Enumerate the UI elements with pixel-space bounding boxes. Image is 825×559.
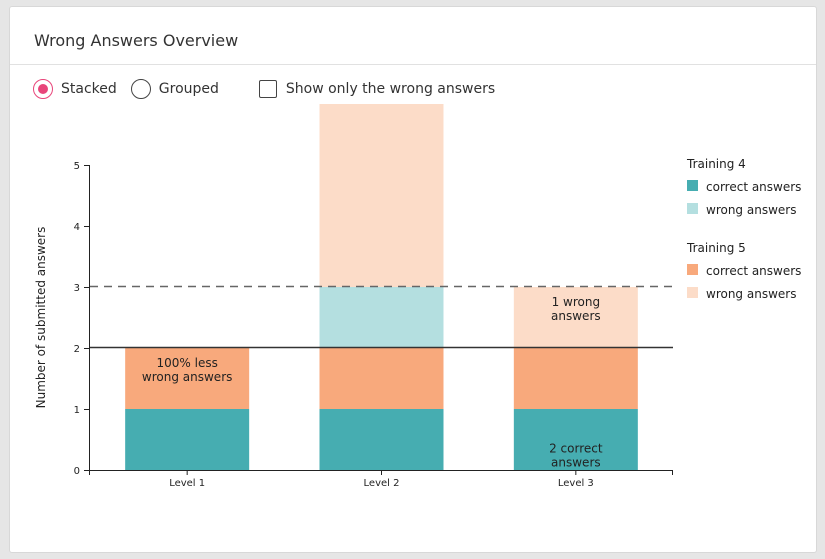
bar-annotation: answers — [551, 309, 601, 323]
y-tick-label: 4 — [74, 222, 80, 233]
legend-swatch — [687, 203, 698, 214]
grouped-option[interactable]: Grouped — [130, 79, 219, 99]
legend-item-label: correct answers — [706, 264, 801, 278]
title-divider — [10, 64, 816, 65]
legend-group-title: Training 4 — [686, 157, 746, 171]
bar-segment-1[interactable] — [513, 409, 638, 470]
y-tick-label: 2 — [74, 344, 80, 355]
x-tick-label: Level 3 — [558, 478, 594, 489]
y-axis-label: Number of submitted answers — [34, 227, 48, 409]
bar-annotation: 2 correct — [549, 442, 603, 456]
y-tick-label: 1 — [74, 405, 80, 416]
y-tick-label: 3 — [74, 283, 80, 294]
bar-segment-2[interactable] — [125, 348, 250, 409]
y-tick-label: 5 — [74, 161, 80, 172]
wrong-only-label: Show only the wrong answers — [285, 81, 496, 97]
grouped-radio[interactable] — [130, 79, 151, 99]
bar-annotation: 1 wrong — [552, 295, 601, 309]
bar-segment-2[interactable] — [513, 348, 638, 409]
legend-item-label: wrong answers — [706, 287, 796, 301]
stacked-label: Stacked — [61, 81, 117, 97]
legend-item-label: wrong answers — [706, 203, 796, 217]
bar-annotation: 100% less — [156, 356, 217, 370]
y-tick-label: 0 — [74, 466, 80, 477]
bar-segment-2[interactable] — [319, 348, 444, 409]
radio-selected-dot — [38, 84, 48, 94]
x-tick-label: Level 1 — [169, 478, 205, 489]
legend-swatch — [687, 287, 698, 298]
bar-segment-1[interactable] — [319, 409, 444, 470]
legend-swatch — [687, 180, 698, 191]
bar-annotation: answers — [551, 456, 601, 470]
bar-segment-1[interactable] — [125, 409, 250, 470]
stacked-radio[interactable] — [33, 79, 53, 99]
bar-segment-3[interactable] — [319, 287, 444, 348]
chart-mode-controls: Stacked Grouped Show only the wrong answ… — [33, 77, 509, 101]
legend-swatch — [687, 264, 698, 275]
grouped-label: Grouped — [158, 81, 219, 97]
bar-segment-4[interactable] — [513, 287, 638, 348]
legend-group-title: Training 5 — [686, 241, 746, 255]
bar-annotation: wrong answers — [142, 370, 232, 384]
bar-segment-4[interactable] — [319, 104, 444, 287]
wrong-only-checkbox[interactable] — [258, 80, 277, 98]
x-tick-label: Level 2 — [364, 478, 400, 489]
stacked-option[interactable]: Stacked — [33, 79, 117, 99]
legend-item-label: correct answers — [706, 180, 801, 194]
card-title: Wrong Answers Overview — [34, 31, 239, 50]
wrong-only-option[interactable]: Show only the wrong answers — [258, 80, 496, 98]
